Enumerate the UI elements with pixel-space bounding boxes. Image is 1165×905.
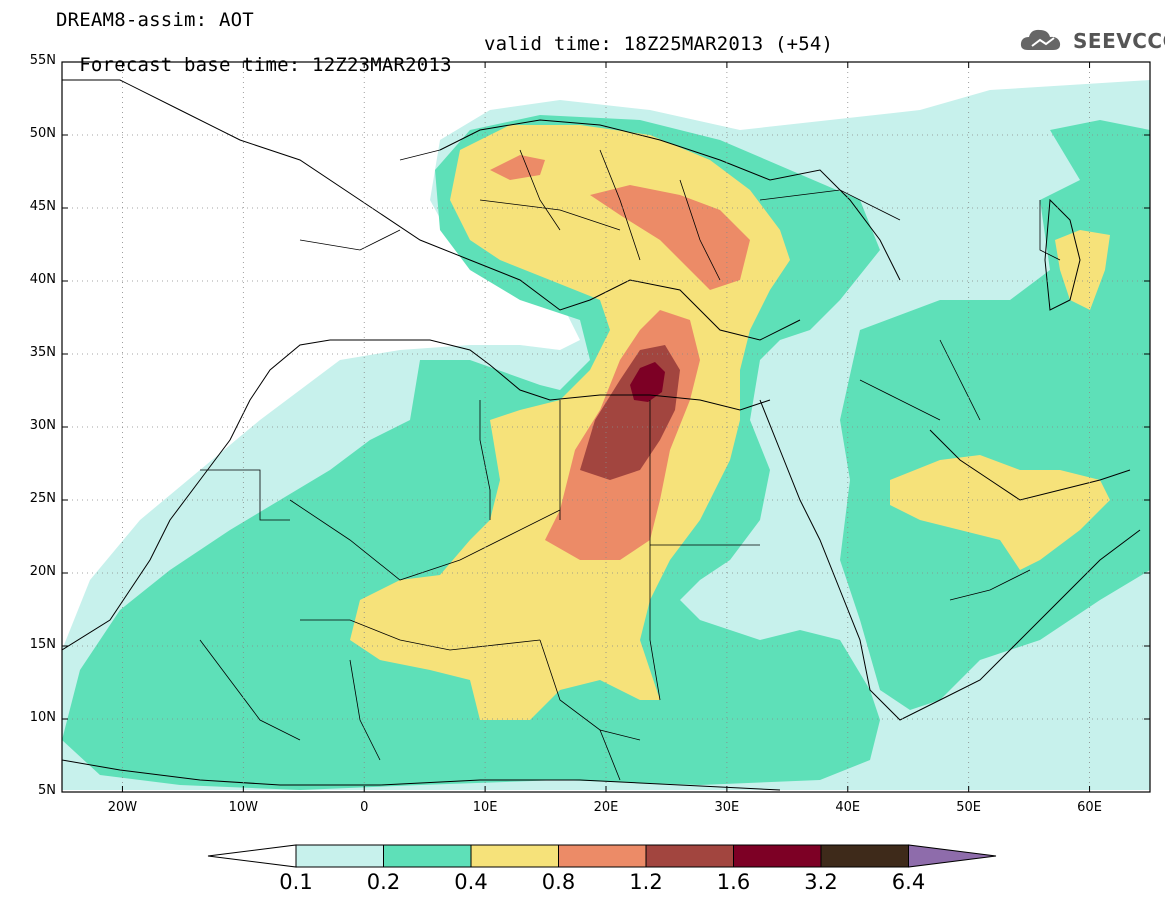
aot-band-0.4-caspian [1055,230,1110,310]
lat-label: 35N [29,345,56,360]
lat-label: 50N [29,126,56,141]
lat-label: 5N [38,783,56,798]
lat-label: 15N [29,637,56,652]
lon-label: 10E [472,800,498,815]
forecast-base-time: Forecast base time: 12Z23MAR2013 valid t… [56,34,833,97]
colorbar-swatch [295,844,384,868]
colorbar-tick-label: 3.2 [804,870,838,894]
aot-field [62,79,1150,791]
colorbar-tick-label: 1.2 [629,870,663,894]
lon-label: 30E [714,800,740,815]
aot-band-0.8-north [490,155,545,180]
axis-ticks [62,61,1150,793]
colorbar-swatch [383,844,472,868]
lat-label: 10N [29,710,56,725]
lat-label: 20N [29,564,56,579]
seevccc-logo: SEEVCCC [1018,24,1165,56]
lat-label: 25N [29,491,56,506]
colorbar-swatch [733,844,822,868]
aot-band-0.8-balkan [590,185,750,290]
logo-text: SEEVCCC [1073,29,1165,53]
colorbar-tick-label: 0.4 [454,870,488,894]
colorbar-tick-label: 0.8 [541,870,576,894]
lon-label: 60E [1077,800,1102,815]
lat-label: 45N [29,199,56,214]
lon-label: 10W [228,800,259,815]
colorbar-tick-label: 6.4 [891,870,926,894]
lat-label: 40N [29,272,56,287]
base-time-text: Forecast base time: 12Z23MAR2013 [79,54,452,76]
lat-label: 55N [29,53,56,68]
lat-label: 30N [29,418,56,433]
colorbar-tick-label: 0.1 [279,870,313,894]
lon-label: 20W [107,800,138,815]
colorbar-swatch [470,844,559,868]
coastlines [62,79,1141,791]
cloud-icon [1020,29,1061,50]
country-borders [199,149,1061,781]
aot-band-0.4-gulf [890,455,1110,570]
lon-label: 0 [360,800,369,815]
colorbar-tick-label: 0.2 [366,870,401,894]
colorbar-tick-label: 1.6 [716,870,751,894]
colorbar-over-triangle [908,844,997,868]
lon-label: 40E [835,800,861,815]
aot-band-1.6 [630,362,665,402]
colorbar-swatch [645,844,734,868]
lon-label: 50E [956,800,982,815]
valid-time-text: valid time: 18Z25MAR2013 (+54) [484,33,834,55]
colorbar-swatch [558,844,647,868]
colorbar-under-triangle [207,844,297,868]
map-title: DREAM8-assim: AOT [56,9,254,31]
colorbar-swatch [820,844,909,868]
lon-label: 20E [593,800,619,815]
aot-band-0.4 [350,125,790,720]
map-grid [62,61,1150,793]
